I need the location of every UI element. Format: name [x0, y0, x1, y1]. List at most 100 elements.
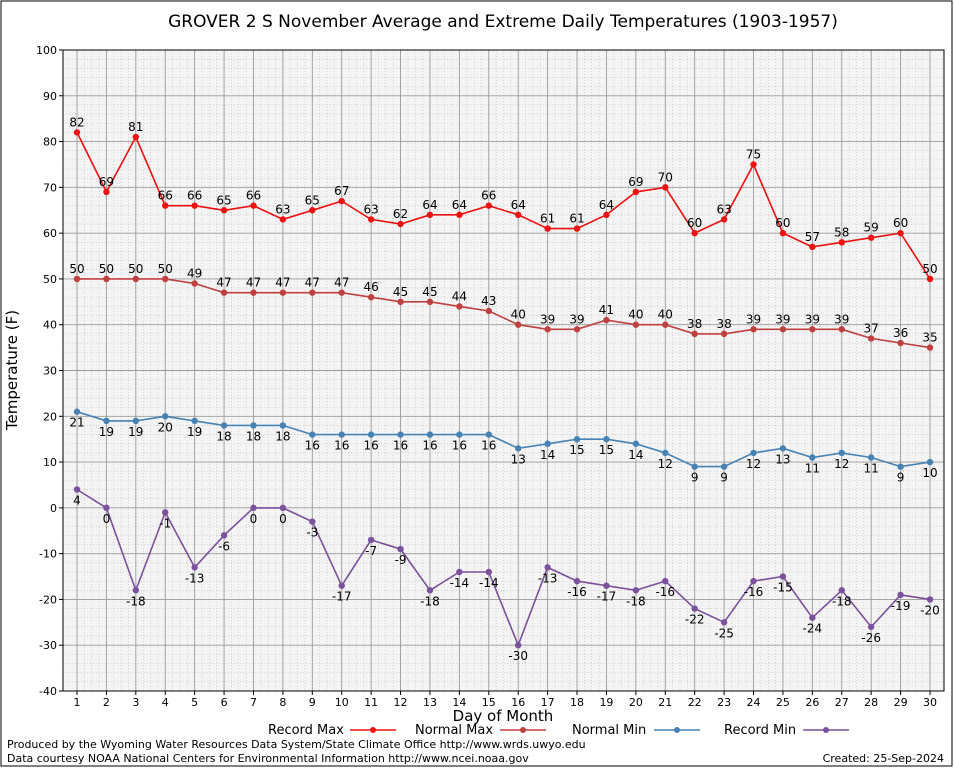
data-point-normal-max: [867, 335, 875, 342]
data-label-normal-max: 47: [334, 276, 349, 290]
y-tick-label: 70: [43, 181, 57, 194]
data-label-normal-min: 14: [628, 448, 643, 462]
data-point-record-max: [867, 234, 875, 241]
data-point-normal-max: [632, 321, 640, 328]
data-label-record-max: 64: [511, 198, 526, 212]
data-point-normal-max: [279, 289, 287, 296]
data-label-record-max: 65: [305, 193, 320, 207]
data-point-normal-max: [603, 316, 610, 324]
data-label-normal-max: 50: [158, 262, 173, 276]
data-point-record-max: [544, 225, 551, 232]
data-point-normal-max: [720, 330, 728, 338]
data-point-record-max: [456, 211, 463, 219]
x-tick-label: 8: [279, 696, 286, 709]
data-point-record-min: [103, 504, 110, 512]
data-point-record-max: [750, 161, 757, 168]
data-label-normal-min: 12: [658, 457, 673, 471]
data-point-record-max: [720, 216, 728, 223]
y-tick-label: 0: [50, 502, 57, 515]
data-label-record-min: -18: [126, 594, 146, 608]
data-label-normal-min: 20: [158, 420, 173, 434]
x-axis-ticks: 1 2 3 4 5 6 7 8 9 10 11 12 13 14 15 16 17 18 19 20 21 22 23 24 2…: [74, 691, 937, 709]
data-label-record-min: -18: [420, 594, 440, 608]
y-tick-label: 30: [43, 365, 57, 378]
data-label-record-min: -25: [714, 626, 734, 640]
data-label-record-max: 61: [540, 212, 555, 226]
data-label-normal-max: 39: [540, 312, 555, 326]
data-label-record-min: -24: [803, 622, 823, 636]
data-label-normal-min: 18: [275, 429, 290, 443]
data-point-record-min: [220, 532, 228, 539]
data-point-normal-min: [338, 431, 345, 438]
data-label-record-max: 60: [775, 216, 790, 230]
data-point-record-min: [573, 577, 581, 585]
data-label-normal-min: 16: [334, 439, 349, 453]
data-point-normal-min: [662, 449, 669, 457]
y-tick-label: -40: [39, 685, 57, 698]
y-tick-label: 80: [43, 136, 57, 149]
data-label-normal-min: 9: [691, 471, 699, 485]
data-label-record-min: -17: [332, 590, 352, 604]
data-point-normal-min: [279, 422, 287, 429]
y-axis-ticks: -40 -30 -20 -10 0 10 20 30 40 50 60 70 80 90 100: [36, 44, 63, 698]
data-label-normal-min: 19: [99, 425, 114, 439]
data-label-normal-min: 11: [805, 461, 820, 475]
data-point-record-max: [103, 188, 110, 196]
data-label-normal-max: 39: [746, 312, 761, 326]
data-point-normal-max: [779, 326, 787, 333]
data-point-normal-min: [632, 440, 640, 447]
data-label-record-min: -14: [479, 576, 499, 590]
data-label-normal-max: 50: [69, 262, 84, 276]
data-label-normal-max: 47: [216, 276, 231, 290]
series-line-record-min: [76, 488, 931, 648]
data-label-normal-min: 16: [422, 439, 437, 453]
data-point-normal-min: [309, 431, 316, 438]
data-point-normal-max: [220, 289, 228, 296]
data-label-record-max: 70: [658, 170, 673, 184]
x-tick-label: 14: [452, 696, 466, 709]
data-label-record-min: 0: [279, 512, 287, 526]
data-point-normal-min: [191, 417, 198, 425]
x-tick-label: 16: [511, 696, 525, 709]
data-point-normal-max: [132, 275, 140, 283]
data-label-record-min: -17: [597, 590, 617, 604]
data-point-record-min: [632, 587, 640, 594]
data-label-record-min: -16: [567, 585, 587, 599]
data-point-record-min: [662, 577, 669, 585]
data-point-record-max: [220, 207, 228, 214]
data-label-record-max: 64: [452, 198, 467, 212]
x-tick-label: 10: [335, 696, 349, 709]
data-point-normal-max: [515, 321, 522, 328]
x-tick-label: 2: [103, 696, 110, 709]
data-label-record-min: -13: [185, 571, 205, 585]
data-point-record-max: [691, 229, 698, 237]
data-point-record-min: [838, 587, 845, 594]
data-label-normal-min: 14: [540, 448, 555, 462]
y-tick-label: 60: [43, 227, 57, 240]
series-line-record-max: [76, 132, 931, 280]
data-point-normal-max: [250, 289, 257, 296]
data-label-record-max: 66: [158, 189, 173, 203]
data-point-record-max: [926, 275, 934, 283]
data-label-record-min: -18: [832, 594, 852, 608]
data-point-normal-min: [132, 417, 140, 425]
data-label-normal-max: 45: [422, 285, 437, 299]
data-label-record-min: -7: [365, 544, 377, 558]
data-point-record-min: [338, 582, 345, 589]
data-point-record-min: [809, 614, 816, 621]
data-label-normal-max: 39: [775, 312, 790, 326]
data-point-record-max: [897, 229, 904, 237]
data-point-normal-max: [191, 280, 198, 287]
data-label-record-max: 81: [128, 120, 143, 134]
data-point-record-max: [397, 220, 404, 228]
legend-marker-record-min: [823, 727, 829, 733]
minor-grid: [63, 50, 944, 691]
data-point-normal-min: [720, 463, 728, 470]
x-tick-label: 17: [541, 696, 555, 709]
data-point-record-max: [809, 243, 816, 251]
data-point-normal-max: [426, 298, 434, 306]
data-point-record-min: [867, 623, 875, 631]
data-label-record-max: 63: [716, 202, 731, 216]
data-label-record-max: 60: [893, 216, 908, 230]
credit-line-data-source: Data courtesy NOAA National Centers for …: [7, 752, 529, 765]
